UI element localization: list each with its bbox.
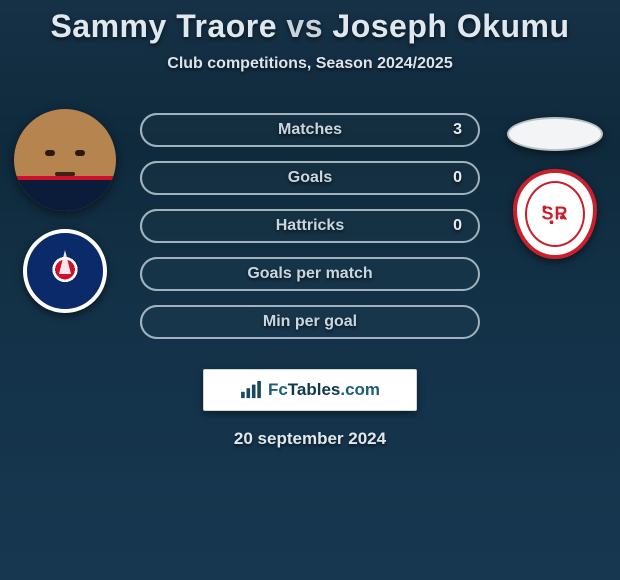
brand-main: Tables: [288, 380, 341, 399]
stat-value-right: 0: [453, 211, 462, 241]
player-head-illustration: [14, 109, 116, 211]
brand-suffix: .com: [340, 380, 380, 399]
brand-card[interactable]: FcTables.com: [203, 369, 417, 411]
stat-row-goals-per-match: Goals per match: [140, 257, 480, 291]
subtitle: Club competitions, Season 2024/2025: [0, 55, 620, 73]
club-badge-reims: SR: [513, 169, 597, 259]
stat-label: Goals: [288, 169, 332, 186]
snapshot-date: 20 september 2024: [0, 429, 620, 449]
title-vs: vs: [286, 8, 323, 44]
stat-label: Hattricks: [276, 217, 344, 234]
comparison-body: SR Matches 3 Goals 0 Hattricks 0 Goals p…: [0, 103, 620, 343]
comparison-title: Sammy Traore vs Joseph Okumu: [0, 0, 620, 45]
left-player-column: [0, 103, 130, 313]
stat-value-right: 3: [453, 115, 462, 145]
brand-prefix: Fc: [268, 380, 288, 399]
stat-row-matches: Matches 3: [140, 113, 480, 147]
bar-chart-icon: [240, 381, 262, 399]
club-badge-psg: [23, 229, 107, 313]
stat-label: Goals per match: [247, 265, 372, 282]
stat-row-hattricks: Hattricks 0: [140, 209, 480, 243]
brand-name: FcTables.com: [268, 380, 380, 400]
player-avatar-left: [14, 109, 116, 211]
stat-label: Min per goal: [263, 313, 357, 330]
right-player-column: SR: [490, 103, 620, 259]
title-player2: Joseph Okumu: [332, 8, 569, 44]
stat-label: Matches: [278, 121, 342, 138]
stat-value-right: 0: [453, 163, 462, 193]
stat-row-min-per-goal: Min per goal: [140, 305, 480, 339]
stat-row-goals: Goals 0: [140, 161, 480, 195]
player-avatar-right-placeholder: [507, 117, 603, 151]
title-player1: Sammy Traore: [50, 8, 277, 44]
stats-list: Matches 3 Goals 0 Hattricks 0 Goals per …: [140, 113, 480, 339]
reims-badge-text: SR: [537, 198, 572, 231]
